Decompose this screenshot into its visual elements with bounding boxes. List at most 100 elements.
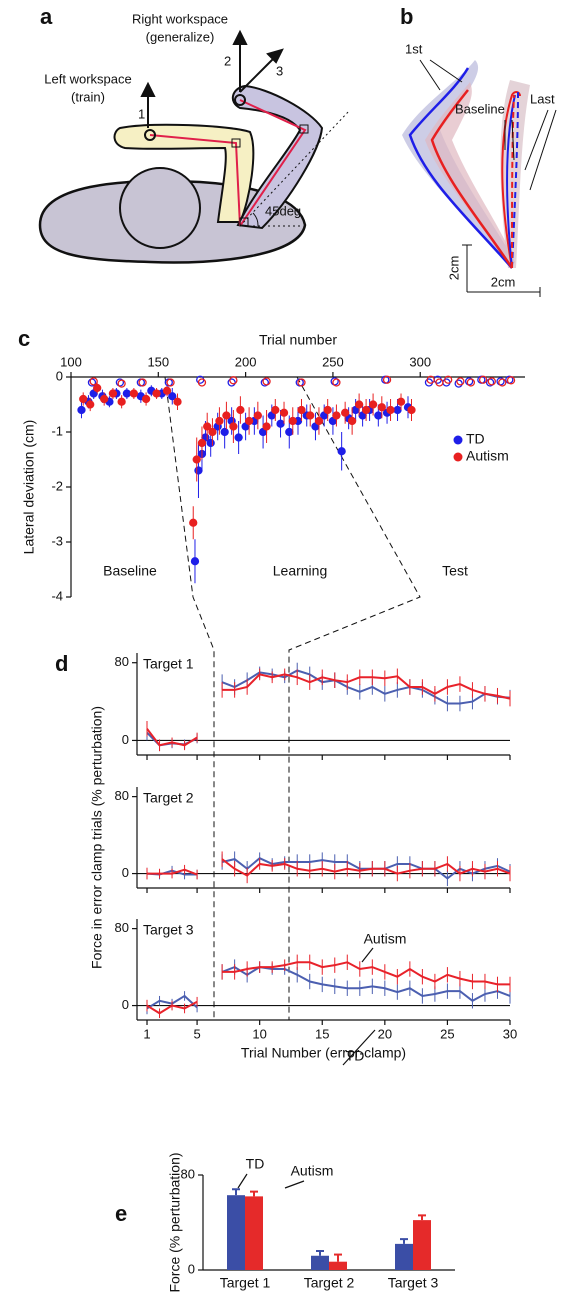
point — [222, 411, 231, 420]
right-arm-line — [239, 99, 307, 227]
point — [215, 416, 224, 426]
y-tick-label: 0 — [122, 997, 129, 1012]
point — [444, 375, 453, 384]
subplot-title: Target 2 — [143, 790, 194, 806]
bar — [329, 1261, 347, 1270]
y-tick-label: -4 — [51, 588, 63, 603]
point — [262, 422, 271, 431]
point — [100, 394, 109, 404]
bar — [413, 1220, 431, 1270]
label: 45deg — [265, 203, 301, 218]
point — [407, 405, 416, 415]
label: (train) — [71, 89, 105, 104]
point — [347, 416, 357, 426]
point — [323, 405, 332, 415]
point — [173, 397, 182, 406]
x-tick-label: Target 1 — [220, 1275, 271, 1291]
panel-label: a — [40, 4, 53, 29]
point — [152, 389, 161, 398]
curve — [430, 89, 514, 269]
right-arm — [231, 84, 324, 230]
annotation-leader — [284, 1180, 305, 1189]
point — [192, 455, 201, 464]
point — [297, 378, 306, 387]
point — [487, 377, 496, 386]
label: 3 — [276, 63, 283, 78]
point — [306, 411, 315, 420]
label: 2cm — [491, 274, 516, 289]
line — [146, 728, 198, 747]
point — [478, 375, 488, 384]
point — [288, 416, 297, 426]
bar — [395, 1243, 413, 1270]
point — [166, 378, 175, 387]
subplot-title: Target 1 — [143, 656, 194, 672]
panel-label: d — [55, 651, 68, 676]
point — [464, 377, 474, 386]
left-arm-line — [149, 134, 241, 227]
line — [221, 858, 511, 877]
x-tick-label: 25 — [440, 1026, 454, 1041]
point — [279, 408, 289, 417]
point — [396, 397, 406, 406]
line — [222, 961, 510, 986]
point — [203, 422, 212, 431]
line — [147, 868, 198, 876]
point — [454, 379, 463, 388]
region-label: Test — [442, 563, 468, 579]
line — [221, 965, 511, 1002]
point — [271, 405, 280, 415]
annotation: TD — [346, 1048, 365, 1064]
point — [337, 447, 346, 456]
point — [189, 518, 198, 527]
annotation-leader — [361, 947, 374, 963]
point — [227, 378, 236, 387]
joint — [231, 138, 241, 148]
point — [330, 377, 339, 386]
y-tick-label: 80 — [115, 654, 129, 669]
point — [332, 378, 341, 387]
x-tick-label: 250 — [322, 354, 344, 369]
handle — [234, 94, 246, 106]
curve — [408, 67, 513, 269]
point — [77, 405, 86, 415]
point — [206, 438, 215, 448]
y-tick-label: -2 — [51, 478, 63, 493]
bar — [311, 1255, 329, 1270]
joint — [299, 124, 309, 134]
annotation-leader — [237, 1173, 248, 1189]
line — [146, 1000, 198, 1015]
label: Right workspace — [132, 11, 228, 26]
point — [197, 378, 207, 387]
annotation: TD — [246, 1156, 265, 1172]
region-label: Learning — [273, 563, 328, 579]
subplot-title: Target 3 — [143, 922, 194, 938]
line — [222, 673, 511, 700]
x-tick-label: 30 — [503, 1026, 517, 1041]
label: 1st — [405, 41, 423, 56]
x-tick-label: 5 — [193, 1026, 200, 1041]
point — [285, 427, 294, 437]
y-tick-label: 80 — [115, 788, 129, 803]
x-tick-label: 20 — [378, 1026, 392, 1041]
point — [79, 394, 88, 404]
y-axis-label: Lateral deviation (cm) — [21, 420, 37, 555]
connectors — [164, 376, 421, 1020]
label: 1 — [138, 106, 145, 121]
point — [386, 405, 395, 415]
arrows — [140, 29, 284, 128]
legend-label: TD — [466, 431, 485, 447]
x-tick-label: 1 — [143, 1026, 150, 1041]
y-axis-label: Force (% perturbation) — [167, 1152, 183, 1292]
handle — [144, 129, 156, 141]
panel-label: b — [400, 4, 413, 29]
y-tick-label: 0 — [122, 865, 129, 880]
curve — [511, 94, 515, 269]
point — [138, 378, 147, 387]
point — [117, 379, 126, 388]
region-label: Baseline — [103, 563, 157, 579]
point — [234, 433, 243, 442]
y-tick-label: -1 — [51, 423, 63, 438]
angle-arc — [252, 212, 259, 227]
point — [374, 411, 383, 420]
